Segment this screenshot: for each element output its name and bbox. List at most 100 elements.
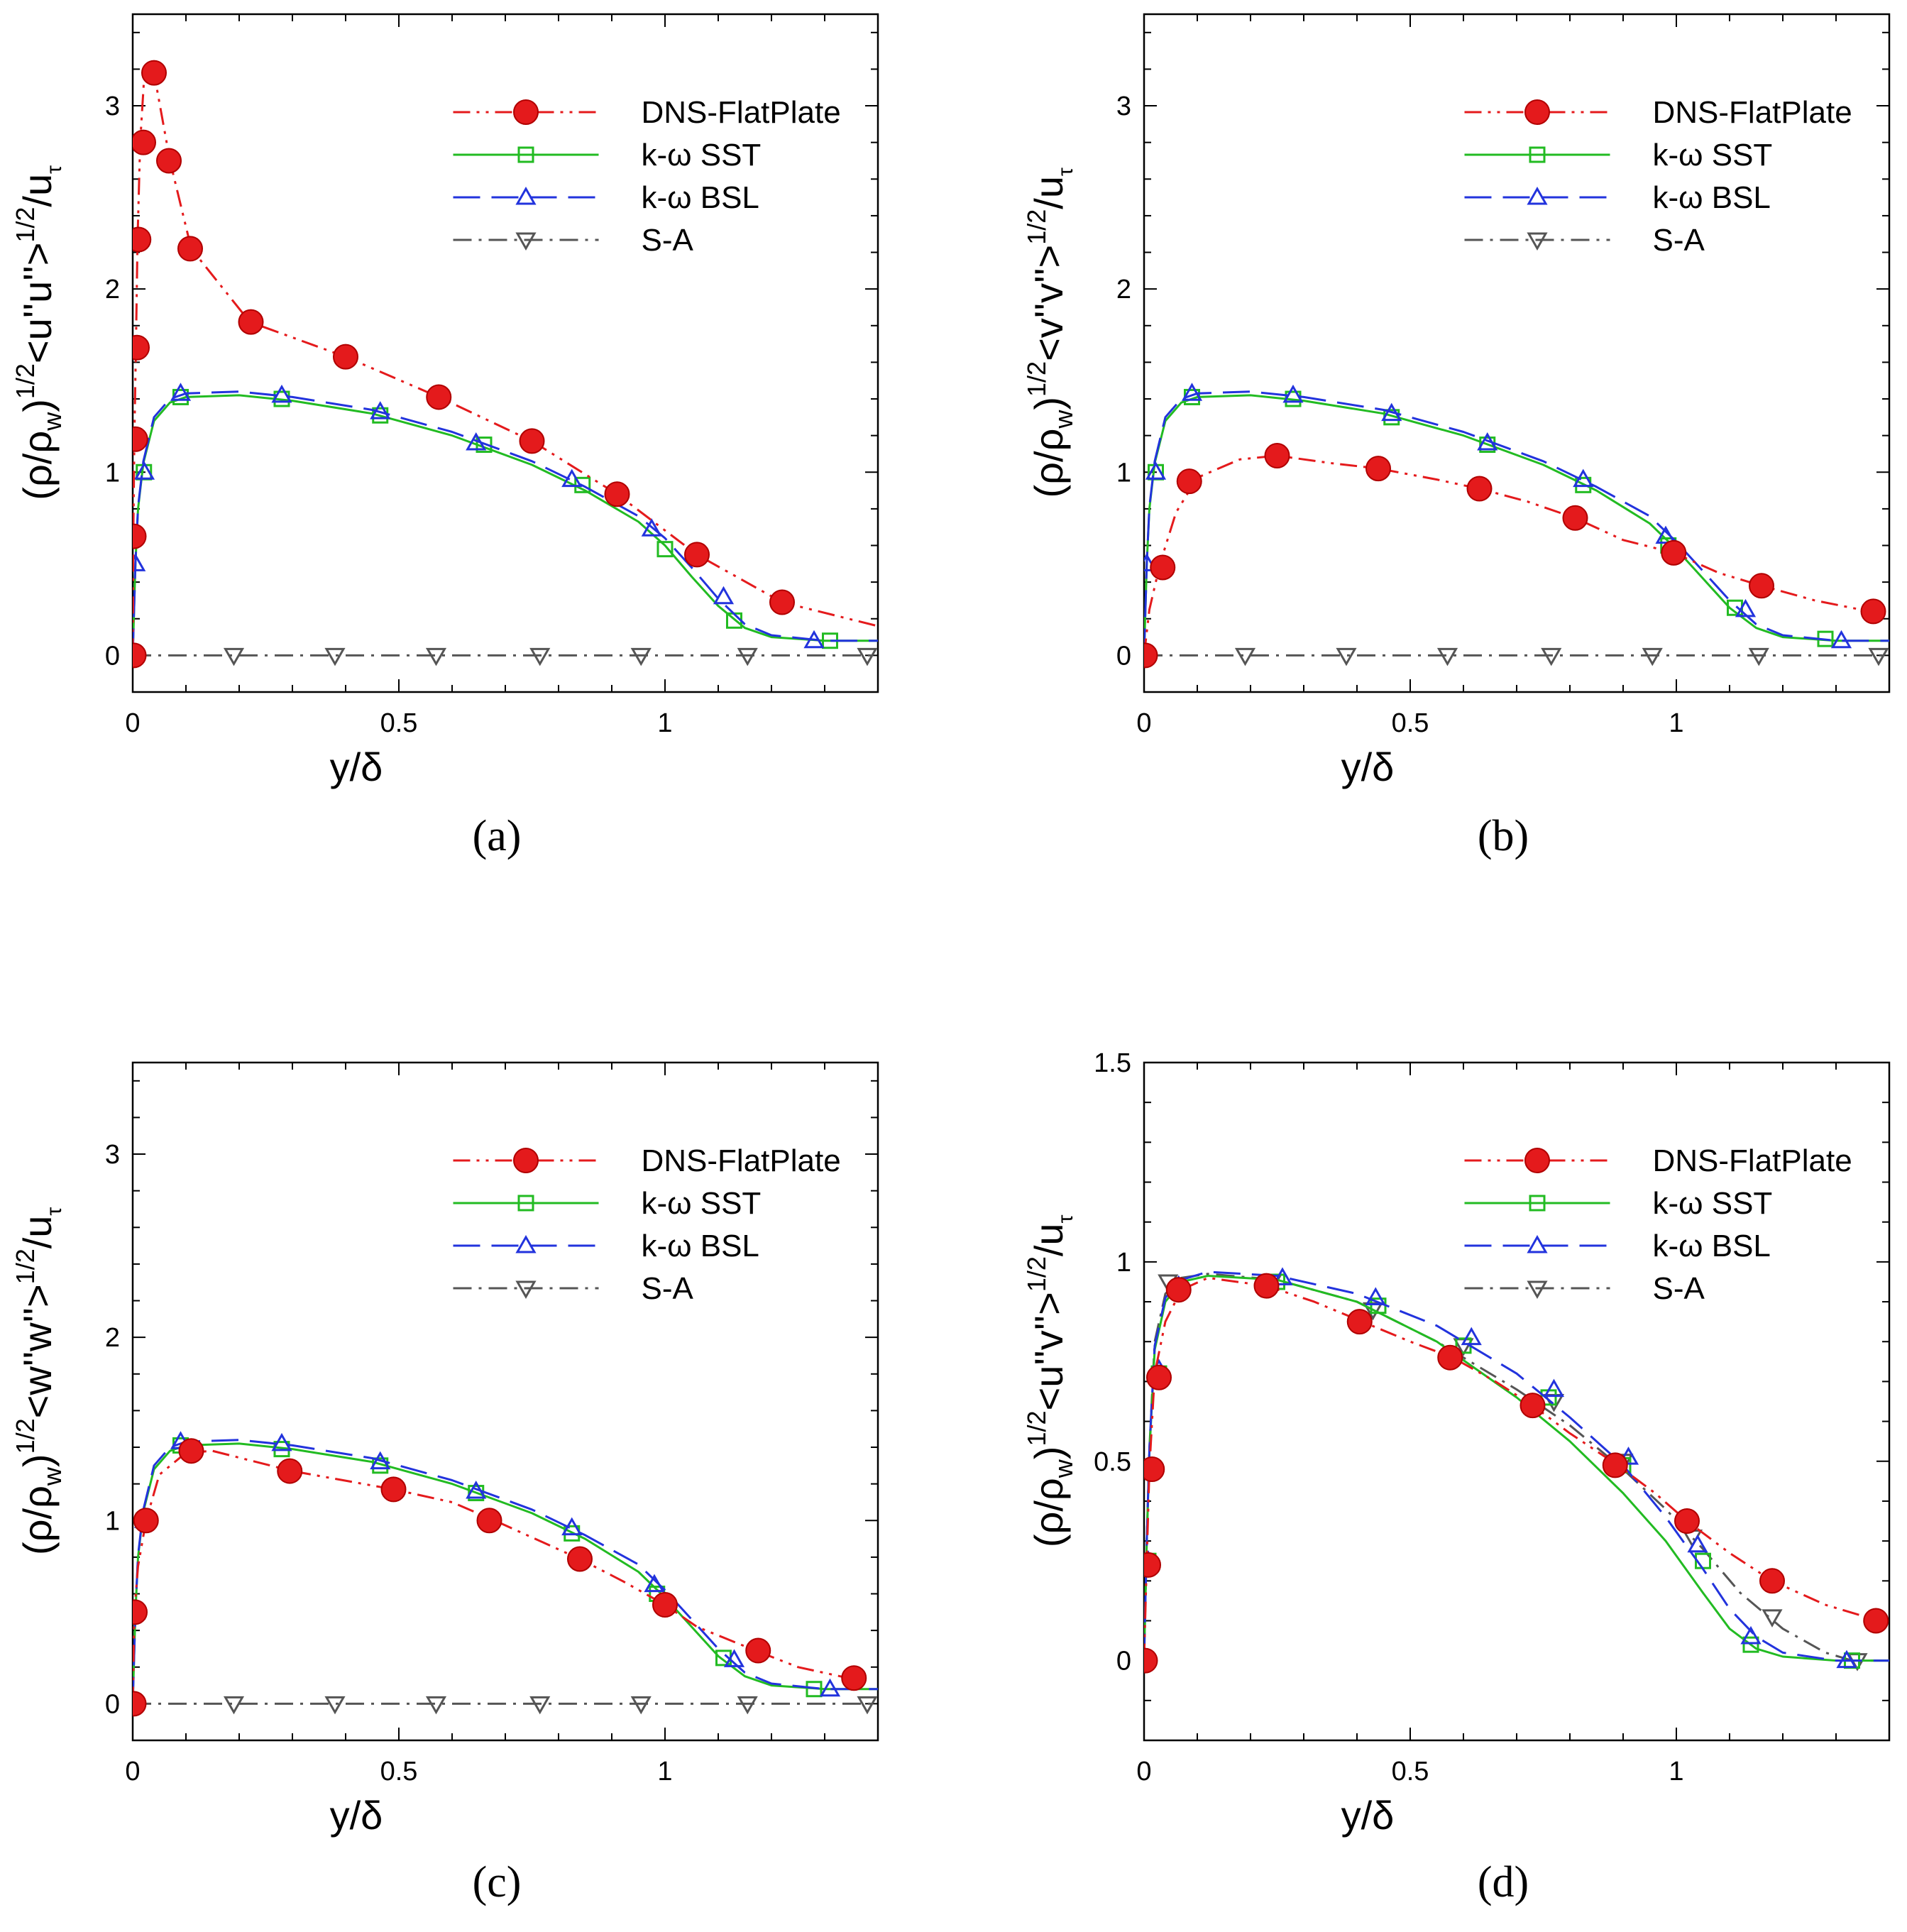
legend-label: DNS-FlatPlate — [642, 95, 841, 130]
data-point — [223, 1696, 245, 1715]
data-point — [641, 518, 662, 537]
y-axis-label-part: <w''w''> — [15, 1284, 60, 1418]
y-axis-label-part: (ρ/ρ — [1026, 1478, 1071, 1547]
y-axis-label: (ρ/ρw)1/2<u''u''>1/2/uτ — [11, 165, 67, 500]
data-point — [630, 647, 652, 666]
series-line — [1144, 1270, 1889, 1662]
data-point — [1562, 505, 1588, 531]
legend-item: S-A — [453, 223, 694, 258]
legend-marker — [515, 186, 537, 205]
y-axis-label-part: ) — [1026, 1447, 1071, 1460]
data-point — [1477, 432, 1498, 451]
data-point — [425, 647, 447, 666]
data-point — [1749, 573, 1774, 599]
legend-item: k-ω SST — [1464, 1186, 1772, 1221]
data-point — [370, 401, 391, 419]
data-point — [1272, 1267, 1293, 1285]
x-tick-label: 0.5 — [380, 1757, 418, 1786]
data-point — [476, 437, 493, 454]
data-point — [466, 1480, 487, 1499]
data-point — [1687, 1534, 1708, 1553]
y-axis-label: (ρ/ρw)1/2<w''w''>1/2/uτ — [11, 1207, 67, 1555]
data-point — [1868, 647, 1889, 666]
legend-marker — [513, 1148, 539, 1173]
data-point — [1461, 1327, 1482, 1346]
legend-item: DNS-FlatPlate — [1464, 1143, 1852, 1178]
legend-item: S-A — [1464, 223, 1705, 258]
legend-label: k-ω SST — [642, 138, 762, 172]
y-axis-label-part: 1/2 — [11, 207, 40, 243]
x-tick-label: 0.5 — [380, 708, 418, 738]
data-point — [1282, 384, 1304, 403]
data-layer — [1144, 383, 1889, 669]
data-point — [561, 468, 583, 488]
data-point — [426, 384, 452, 410]
y-axis-label-part: (ρ/ρ — [15, 431, 60, 500]
data-point — [1642, 647, 1663, 666]
data-point — [841, 1665, 867, 1691]
series-dns-flatplate — [1144, 443, 1886, 669]
series-s-a — [133, 647, 878, 666]
x-axis-label: y/δ — [330, 745, 383, 789]
data-point — [1836, 1650, 1857, 1669]
data-point — [1543, 1378, 1565, 1398]
legend-marker — [1529, 146, 1546, 163]
y-axis-label-part: w — [38, 1466, 67, 1486]
legend-marker — [517, 1195, 534, 1212]
data-point — [333, 344, 358, 370]
y-tick-label: 0 — [105, 641, 120, 671]
data-point — [1381, 402, 1402, 422]
data-point — [561, 1517, 583, 1536]
series-dns-flatplate — [133, 1438, 867, 1717]
legend-marker — [1524, 99, 1550, 125]
data-point — [1573, 468, 1594, 488]
y-axis-label-part: 1/2 — [11, 1418, 40, 1454]
y-axis-label-part: 1/2 — [1022, 1256, 1051, 1292]
data-point — [1863, 1608, 1889, 1634]
data-point — [1346, 1309, 1373, 1335]
y-axis-label-part: w — [38, 412, 67, 432]
legend: DNS-FlatPlate k-ω SST k-ω BSL S-A — [453, 1143, 841, 1306]
y-axis-label-part: /u — [1026, 176, 1071, 209]
legend: DNS-FlatPlate k-ω SST k-ω BSL S-A — [1464, 95, 1852, 258]
data-point — [133, 523, 147, 549]
data-point — [684, 542, 710, 568]
y-tick-label: 1 — [1116, 1248, 1131, 1278]
data-point — [1762, 1609, 1783, 1628]
y-axis-label-part: ) — [1026, 397, 1071, 410]
y-axis-label-part: ) — [15, 1454, 60, 1467]
data-point — [529, 647, 551, 666]
data-point — [1144, 1647, 1158, 1674]
data-point — [1150, 554, 1176, 581]
legend-label: k-ω BSL — [1653, 180, 1771, 215]
data-point — [1466, 476, 1493, 502]
data-point — [324, 1696, 346, 1715]
legend-item: k-ω BSL — [453, 1229, 759, 1263]
data-point — [476, 1508, 502, 1534]
data-point — [806, 1681, 823, 1698]
data-point — [1740, 1625, 1762, 1645]
legend-marker — [1527, 1280, 1548, 1300]
panel-label: (d) — [1478, 1858, 1529, 1906]
legend-marker — [517, 146, 534, 163]
y-axis-label-part: <u''u''> — [15, 243, 60, 363]
legend-label: k-ω BSL — [1653, 1229, 1771, 1263]
legend: DNS-FlatPlate k-ω SST k-ω BSL S-A — [1464, 1143, 1852, 1306]
data-point — [223, 647, 245, 666]
y-axis-label-part: 1/2 — [1022, 209, 1051, 245]
data-point — [1144, 1552, 1161, 1578]
x-tick-label: 1 — [657, 1757, 672, 1786]
x-tick-label: 0 — [1136, 1757, 1151, 1786]
data-layer — [1144, 1267, 1889, 1674]
data-point — [177, 236, 203, 262]
data-layer — [133, 1431, 878, 1717]
data-point — [425, 1696, 447, 1715]
legend-marker — [513, 99, 539, 125]
x-tick-label: 1 — [1669, 708, 1683, 738]
chart-panel-d: 0 0.5 100.511.5y/δ(ρ/ρw)1/2<u''v''>1/2/uτD… — [1022, 1048, 1891, 1906]
y-tick-label: 1.5 — [1094, 1048, 1131, 1078]
series-line — [1144, 454, 1879, 656]
series-k-bsl — [133, 383, 878, 656]
y-axis-label-part: 1/2 — [1022, 1411, 1051, 1447]
